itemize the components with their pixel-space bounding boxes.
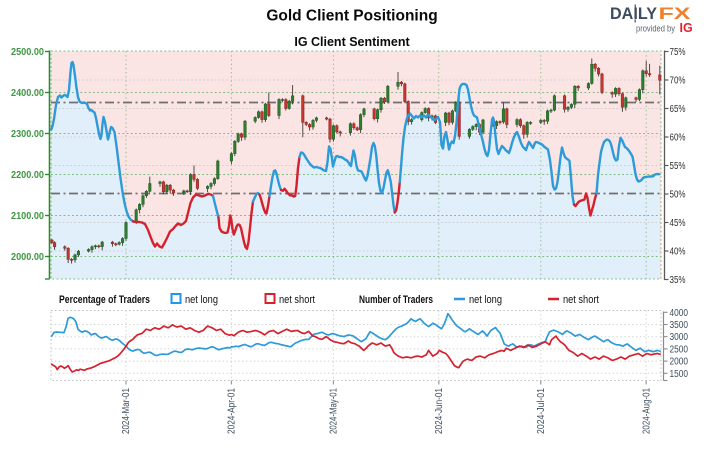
svg-text:2300.00: 2300.00	[11, 129, 44, 140]
svg-text:40%: 40%	[670, 246, 686, 257]
svg-text:65%: 65%	[670, 104, 686, 115]
svg-text:45%: 45%	[670, 218, 686, 229]
svg-text:2500: 2500	[670, 344, 689, 355]
svg-text:2100.00: 2100.00	[11, 211, 44, 222]
svg-text:net short: net short	[563, 294, 599, 306]
svg-text:1500: 1500	[670, 369, 689, 380]
svg-text:3000: 3000	[670, 332, 689, 343]
svg-text:2024-May-01: 2024-May-01	[328, 388, 340, 434]
svg-text:35%: 35%	[670, 275, 686, 286]
svg-text:IG Client Sentiment: IG Client Sentiment	[294, 35, 410, 49]
svg-text:2200.00: 2200.00	[11, 170, 44, 181]
svg-text:75%: 75%	[670, 47, 686, 58]
svg-text:60%: 60%	[670, 132, 686, 143]
svg-text:net short: net short	[279, 294, 315, 306]
svg-text:Number of Traders: Number of Traders	[359, 294, 433, 306]
svg-text:2024-Jun-01: 2024-Jun-01	[433, 388, 445, 434]
svg-text:2400.00: 2400.00	[11, 88, 44, 99]
svg-text:FX: FX	[659, 5, 691, 23]
svg-text:50%: 50%	[670, 189, 686, 200]
svg-text:2024-Jul-01: 2024-Jul-01	[535, 388, 547, 434]
svg-text:70%: 70%	[670, 75, 686, 86]
svg-text:Percentage of Traders: Percentage of Traders	[59, 294, 150, 306]
svg-text:net long: net long	[185, 294, 218, 306]
svg-text:55%: 55%	[670, 161, 686, 172]
svg-text:2000: 2000	[670, 357, 689, 368]
svg-text:2024-Mar-01: 2024-Mar-01	[120, 388, 132, 434]
svg-text:Gold Client Positioning: Gold Client Positioning	[266, 8, 437, 25]
svg-text:IG: IG	[680, 21, 693, 35]
svg-text:net long: net long	[469, 294, 502, 306]
svg-text:provided by: provided by	[636, 24, 675, 34]
svg-text:2024-Apr-01: 2024-Apr-01	[226, 388, 238, 434]
svg-text:2000.00: 2000.00	[11, 252, 44, 263]
svg-text:DAILY: DAILY	[610, 5, 657, 23]
svg-text:2500.00: 2500.00	[11, 47, 44, 58]
svg-text:2024-Aug-01: 2024-Aug-01	[640, 388, 652, 434]
svg-text:3500: 3500	[670, 320, 689, 331]
svg-text:4000: 4000	[670, 308, 689, 319]
